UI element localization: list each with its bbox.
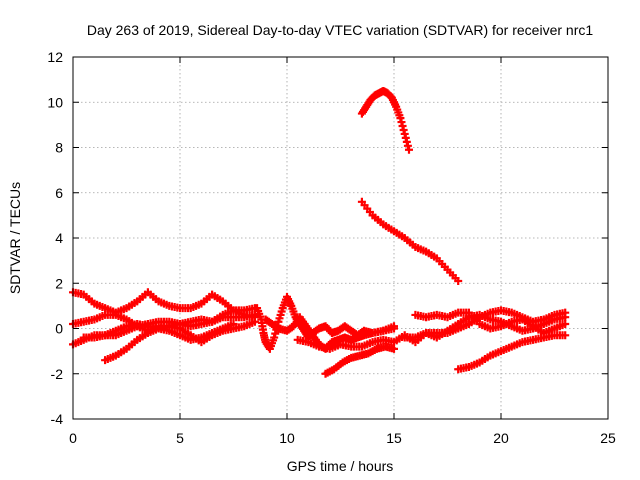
x-tick-label: 5 bbox=[176, 430, 184, 446]
data-point bbox=[561, 319, 570, 328]
data-series-arc-10 bbox=[357, 86, 413, 154]
chart-title: Day 263 of 2019, Sidereal Day-to-day VTE… bbox=[87, 22, 593, 38]
y-tick-label: 12 bbox=[47, 49, 63, 65]
y-tick-label: 10 bbox=[47, 94, 63, 110]
data-point bbox=[561, 308, 570, 317]
x-tick-label: 10 bbox=[279, 430, 295, 446]
data-series-arc-5 bbox=[79, 319, 238, 344]
data-series-arc-13 bbox=[411, 308, 570, 338]
x-tick-label: 0 bbox=[69, 430, 77, 446]
data-point bbox=[390, 344, 398, 353]
y-tick-label: 8 bbox=[55, 140, 63, 156]
y-tick-label: -4 bbox=[51, 411, 64, 427]
data-point bbox=[250, 317, 259, 326]
y-tick-label: 4 bbox=[55, 230, 63, 246]
data-series bbox=[69, 86, 570, 378]
data-point bbox=[561, 331, 570, 340]
x-axis-label: GPS time / hours bbox=[287, 458, 394, 474]
data-point bbox=[390, 322, 398, 331]
data-point bbox=[229, 319, 238, 328]
x-tick-label: 15 bbox=[386, 430, 402, 446]
data-point bbox=[454, 276, 463, 285]
data-series-arc-11 bbox=[357, 197, 463, 285]
x-tick-label: 20 bbox=[493, 430, 509, 446]
x-tick-label: 25 bbox=[600, 430, 616, 446]
data-point bbox=[404, 145, 413, 154]
data-series-arc-9 bbox=[321, 342, 398, 378]
y-tick-label: -2 bbox=[51, 366, 64, 382]
axis-ticks: 0 5 10 15 20 25 -4 -2 0 2 4 6 8 10 12 bbox=[47, 49, 616, 446]
y-tick-label: 6 bbox=[55, 185, 63, 201]
y-axis-label: SDTVAR / TECUs bbox=[7, 182, 23, 294]
y-tick-label: 0 bbox=[55, 321, 63, 337]
y-tick-label: 2 bbox=[55, 275, 63, 291]
data-series-arc-14 bbox=[454, 331, 570, 374]
